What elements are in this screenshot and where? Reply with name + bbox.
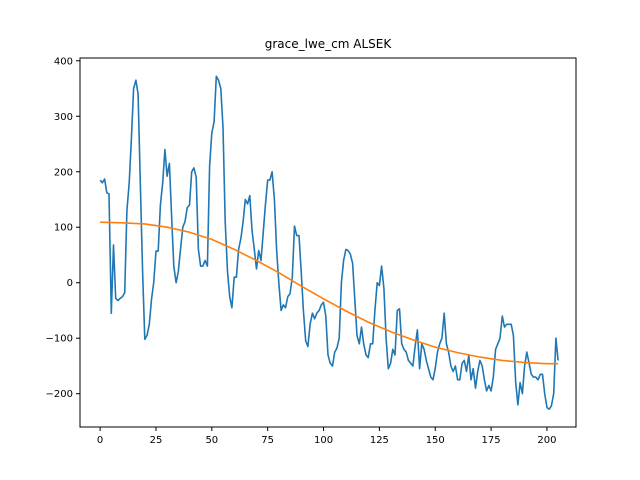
y-tick-label: 300 (54, 112, 73, 123)
series-line-1 (99, 75, 559, 411)
chart-title: grace_lwe_cm ALSEK (265, 37, 393, 51)
series-line-2 (100, 221, 559, 365)
x-axis: 0 25 50 75 100 125 150 175 200 (97, 427, 557, 446)
plot-area (79, 57, 577, 428)
y-tick-label: 0 (67, 278, 73, 289)
x-tick-label: 125 (370, 435, 389, 446)
y-tick-label: 100 (54, 223, 73, 234)
y-tick-label: 200 (54, 167, 73, 178)
x-tick-label: 25 (150, 435, 163, 446)
x-tick-label: 0 (97, 435, 103, 446)
x-tick-label: 150 (426, 435, 445, 446)
x-tick-label: 50 (205, 435, 218, 446)
y-tick-label: −200 (46, 389, 73, 400)
y-tick-label: 400 (54, 56, 73, 67)
y-tick-label: −100 (46, 334, 73, 345)
x-tick-label: 100 (314, 435, 333, 446)
y-axis: −200 −100 0 100 200 300 400 (46, 56, 80, 400)
x-tick-label: 75 (261, 435, 274, 446)
series-layer (99, 75, 559, 411)
x-tick-label: 200 (537, 435, 556, 446)
x-tick-label: 175 (482, 435, 501, 446)
